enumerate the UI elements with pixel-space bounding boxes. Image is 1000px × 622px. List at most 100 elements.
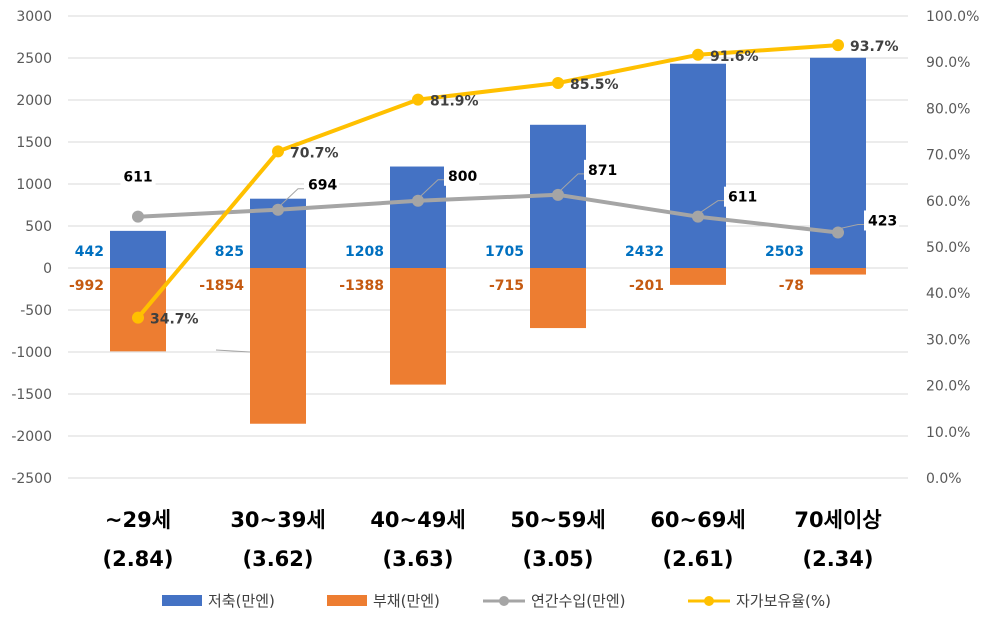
y-left-tick: -1000: [11, 345, 52, 361]
income-label-bg: [304, 174, 339, 195]
category-sublabel: (2.84): [102, 547, 173, 571]
debt-bar: [530, 268, 586, 329]
savings-label: 442: [75, 244, 104, 260]
income-label-bg: [864, 210, 899, 231]
y-left-tick: 3000: [16, 9, 52, 25]
home-ownership-marker: [692, 48, 704, 61]
debt-label-bg: [773, 275, 808, 295]
ownership-label: 93.7%: [850, 39, 899, 55]
y-right-tick: 100.0%: [926, 9, 979, 25]
home-ownership-marker: [832, 39, 844, 52]
y-left-tick: 0: [43, 261, 52, 277]
data-labels: 442 825 1208 1705 2432 2503 -992 -1854 -1388 -715…: [64, 39, 899, 353]
y-right-tick: 20.0%: [926, 379, 970, 395]
category-sublabel: (2.34): [802, 547, 873, 571]
savings-bar: [670, 63, 726, 268]
category-label: 60~69세: [650, 508, 745, 532]
income-label-bg: [584, 159, 619, 180]
y-left-tick: -1500: [11, 387, 52, 403]
debt-bar: [110, 268, 166, 352]
income-label: 871: [588, 163, 617, 179]
legend-swatch: [327, 595, 367, 606]
annual-income-marker: [832, 226, 844, 239]
y-left-tick: -2000: [11, 429, 52, 445]
category-label: 40~49세: [370, 508, 465, 532]
income-leader-line: [839, 223, 864, 229]
debt-label: -1854: [199, 278, 244, 294]
home-ownership-marker: [412, 93, 424, 106]
income-label: 800: [448, 169, 477, 185]
savings-label: 1208: [345, 244, 384, 260]
y-right-tick: 0.0%: [926, 471, 962, 487]
savings-label: 2432: [625, 244, 664, 260]
y-left-tick: 500: [25, 219, 52, 235]
y-left-tick: 1500: [16, 135, 52, 151]
leader-line: [215, 349, 251, 353]
category-label: ~29세: [105, 508, 171, 532]
annual-income-marker: [272, 203, 284, 216]
debt-bar: [250, 268, 306, 424]
grid-lines: [68, 15, 908, 479]
income-label: 611: [728, 190, 757, 206]
y-left-tick: 1000: [16, 177, 52, 193]
category-label: 50~59세: [510, 508, 605, 532]
debt-bar: [670, 268, 726, 285]
legend-label: 연간수입(만엔): [531, 592, 626, 610]
savings-label: 1705: [485, 244, 524, 260]
y-right-tick: 50.0%: [926, 240, 970, 256]
y-right-tick: 40.0%: [926, 286, 970, 302]
debt-label: -992: [69, 278, 104, 294]
annual-income-marker: [692, 210, 704, 223]
income-label: 611: [123, 170, 152, 186]
income-label-bg: [724, 186, 759, 207]
savings-label-bg: [764, 241, 808, 261]
ownership-label: 91.6%: [710, 49, 759, 65]
legend-marker: [499, 596, 509, 606]
left-axis-ticks: -2500 -2000 -1500 -1000 -500 0 500 1000 1500 2000…: [11, 9, 52, 487]
annual-income-marker: [132, 210, 144, 223]
legend-label: 저축(만엔): [208, 592, 275, 610]
income-leader-line: [699, 200, 724, 214]
y-right-tick: 60.0%: [926, 194, 970, 210]
y-left-tick: 2500: [16, 51, 52, 67]
category-sublabel: (3.63): [382, 547, 453, 571]
annual-income-marker: [552, 188, 564, 201]
savings-bar: [110, 230, 166, 268]
category-sublabel: (3.62): [242, 547, 313, 571]
income-leader-line: [419, 179, 444, 198]
annual-income-line: [137, 192, 839, 235]
ownership-label: 70.7%: [290, 145, 339, 161]
income-label: 423: [868, 213, 897, 229]
debt-label-bg: [195, 275, 248, 295]
category-sublabel: (3.05): [522, 547, 593, 571]
debt-label: -715: [489, 278, 524, 294]
y-left-tick: -2500: [11, 471, 52, 487]
ownership-label: 81.9%: [430, 94, 479, 110]
income-label-bg: [120, 166, 156, 187]
y-right-tick: 10.0%: [926, 425, 970, 441]
legend-marker: [704, 596, 714, 606]
legend-swatch: [162, 595, 202, 606]
y-right-tick: 80.0%: [926, 101, 970, 117]
home-ownership-marker: [552, 76, 564, 89]
home-ownership-marker: [132, 311, 144, 324]
income-label-bg: [444, 165, 479, 186]
ownership-label: 85.5%: [570, 77, 619, 93]
home-ownership-line: [136, 43, 839, 319]
debt-label: -201: [629, 278, 664, 294]
savings-bar: [390, 166, 446, 268]
category-label: 30~39세: [230, 508, 325, 532]
annual-income-marker: [412, 194, 424, 207]
debt-label-bg: [335, 275, 388, 295]
y-right-tick: 70.0%: [926, 148, 970, 164]
debt-label-bg: [484, 275, 528, 295]
savings-label-bg: [624, 241, 668, 261]
debt-bar: [810, 268, 866, 275]
y-left-tick: 2000: [16, 93, 52, 109]
savings-label: 2503: [765, 244, 804, 260]
right-axis-ticks: 0.0% 10.0% 20.0% 30.0% 40.0% 50.0% 60.0% 70.0% 8…: [926, 9, 979, 487]
legend-label: 자가보유율(%): [736, 592, 831, 610]
income-leader-line: [559, 173, 584, 192]
debt-label-bg: [624, 275, 668, 295]
